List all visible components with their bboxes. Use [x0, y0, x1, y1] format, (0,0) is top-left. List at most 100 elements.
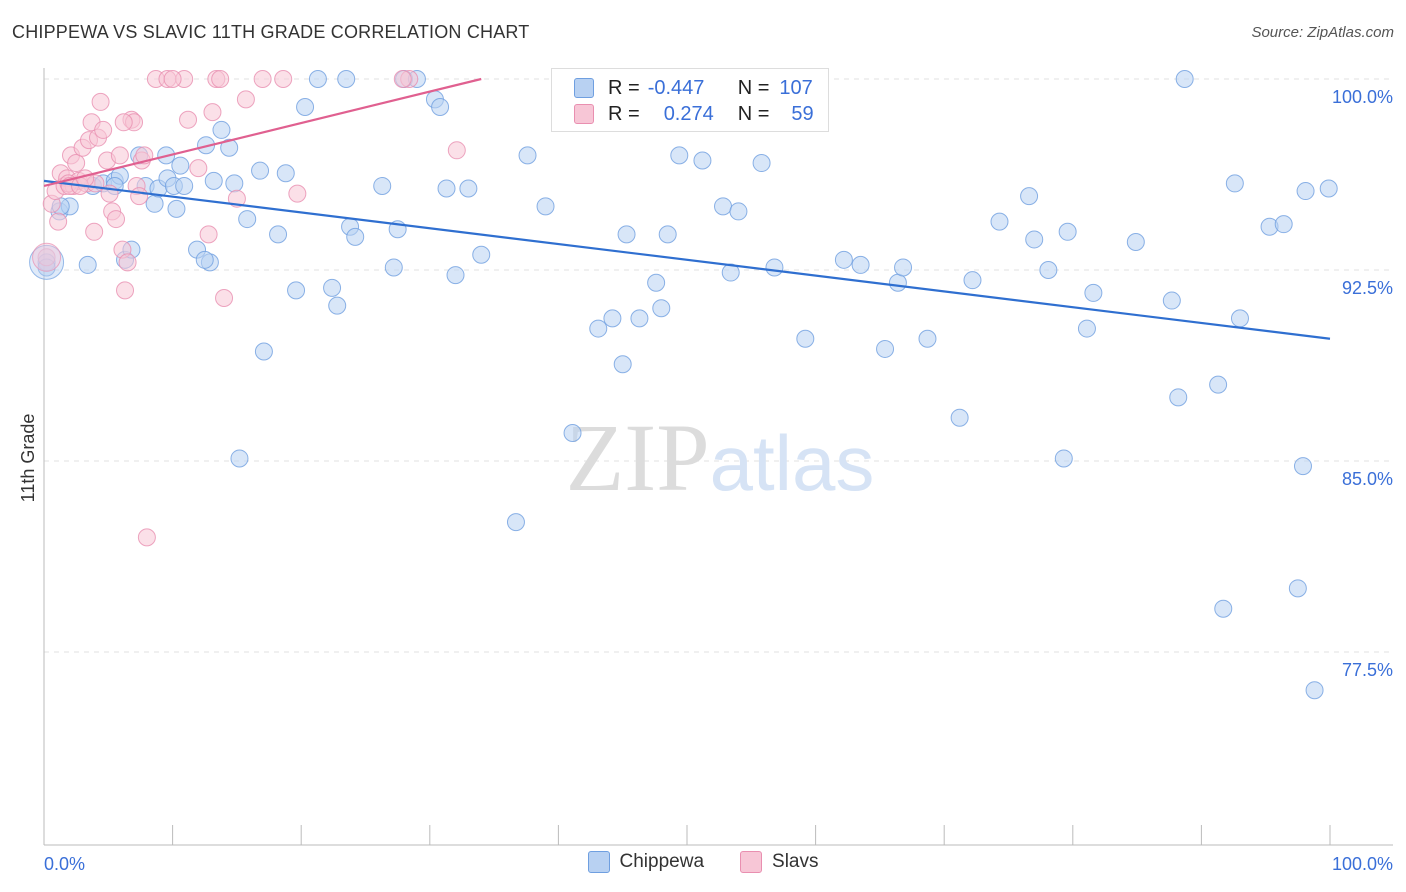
point-chippewa-33 [308, 70, 327, 88]
legend-label-slavs: Slavs [772, 851, 819, 872]
x-tick-label-min: 0.0% [44, 854, 85, 874]
point-chippewa-106 [175, 176, 194, 195]
point-chippewa-36 [337, 70, 356, 88]
point-chippewa-39 [373, 176, 392, 195]
point-chippewa-50 [506, 513, 525, 532]
point-chippewa-26 [238, 210, 257, 229]
point-chippewa-47 [446, 266, 465, 285]
point-slavs-57 [163, 70, 182, 88]
point-slavs-3 [49, 212, 68, 231]
legend-swatch-chippewa [574, 78, 594, 98]
watermark: ZIPatlas [566, 404, 875, 511]
point-slavs-25 [116, 281, 135, 300]
point-chippewa-85 [1084, 283, 1103, 302]
point-slavs-9 [67, 154, 86, 173]
point-chippewa-66 [729, 202, 748, 221]
point-chippewa-72 [876, 339, 895, 358]
point-chippewa-78 [990, 212, 1009, 231]
point-chippewa-23 [220, 138, 239, 157]
legend-r-value-slavs: 0.274 [663, 102, 714, 125]
axes [43, 68, 1393, 846]
legend-n-value-chippewa: 107 [779, 76, 813, 99]
y-tick-label-2: 85.0% [1342, 469, 1393, 489]
point-chippewa-91 [1214, 599, 1233, 618]
point-chippewa-92 [1225, 174, 1244, 193]
point-chippewa-29 [269, 225, 288, 244]
legend-n-label: N = [737, 102, 770, 125]
y-tick-label-3: 77.5% [1342, 660, 1393, 680]
y-tick-label-1: 92.5% [1342, 278, 1393, 298]
point-slavs-47 [274, 70, 293, 88]
point-chippewa-24 [225, 174, 244, 193]
point-slavs-26 [118, 253, 137, 272]
legend-row-chippewa: R = -0.447 N = 107 [574, 75, 813, 101]
point-chippewa-69 [796, 329, 815, 348]
point-slavs-38 [189, 159, 208, 178]
point-chippewa-63 [693, 151, 712, 170]
legend-r-label: R = [608, 102, 640, 125]
point-slavs-40 [203, 103, 222, 122]
point-chippewa-30 [276, 164, 295, 183]
point-chippewa-95 [1274, 215, 1293, 234]
point-chippewa-101 [195, 250, 214, 269]
legend-label-chippewa: Chippewa [619, 851, 705, 872]
legend-r-label: R = [608, 76, 640, 99]
trend-line-slavs [43, 77, 482, 188]
point-chippewa-51 [518, 146, 537, 165]
legend-swatch-slavs [740, 851, 763, 873]
legend-row-slavs: R = 0.274 N = 59 [574, 101, 814, 127]
point-chippewa-49 [472, 245, 491, 264]
legend-item-slavs[interactable]: Slavs [740, 851, 818, 873]
grid-lines [44, 78, 1393, 653]
point-chippewa-61 [658, 225, 677, 244]
point-chippewa-25 [230, 449, 249, 468]
point-chippewa-73 [888, 273, 907, 292]
point-chippewa-38 [346, 227, 365, 246]
point-chippewa-84 [1077, 319, 1096, 338]
point-chippewa-53 [563, 423, 582, 442]
point-chippewa-70 [834, 250, 853, 269]
point-slavs-50 [447, 141, 466, 160]
point-chippewa-99 [1305, 681, 1324, 700]
point-chippewa-12 [145, 194, 164, 213]
x-tick-label-max: 100.0% [1332, 854, 1393, 874]
legend-item-chippewa[interactable]: Chippewa [587, 851, 705, 873]
point-chippewa-28 [254, 342, 273, 361]
point-slavs-18 [94, 120, 113, 139]
point-chippewa-45 [431, 98, 450, 117]
point-chippewa-cluster [29, 244, 65, 280]
point-chippewa-2 [78, 255, 97, 274]
point-chippewa-86 [1126, 232, 1145, 251]
series-legend: Chippewa Slavs [0, 851, 1406, 873]
point-slavs-37 [179, 110, 198, 129]
point-chippewa-60 [652, 299, 671, 318]
point-slavs-43 [215, 289, 234, 308]
trend-lines [43, 77, 1331, 340]
point-slavs-58 [393, 70, 412, 88]
point-slavs-23 [110, 146, 129, 165]
point-chippewa-80 [1025, 230, 1044, 249]
point-chippewa-89 [1175, 70, 1194, 88]
point-chippewa-65 [721, 263, 740, 282]
point-chippewa-74 [894, 258, 913, 277]
data-points [29, 70, 1338, 700]
legend-swatch-slavs [574, 104, 594, 124]
point-chippewa-59 [647, 273, 666, 292]
point-chippewa-27 [251, 161, 270, 180]
legend-swatch-chippewa [587, 851, 610, 873]
point-slavs-39 [199, 225, 218, 244]
point-chippewa-46 [437, 179, 456, 198]
point-slavs-cluster [32, 242, 62, 272]
point-slavs-56 [114, 113, 133, 132]
point-chippewa-22 [212, 120, 231, 139]
point-chippewa-48 [459, 179, 478, 198]
point-chippewa-96 [1288, 579, 1307, 598]
point-chippewa-90 [1209, 375, 1228, 394]
point-chippewa-71 [851, 255, 870, 274]
point-chippewa-98 [1296, 182, 1315, 201]
point-chippewa-67 [752, 154, 771, 173]
point-chippewa-54 [589, 319, 608, 338]
point-chippewa-35 [328, 296, 347, 315]
point-slavs-45 [236, 90, 255, 109]
